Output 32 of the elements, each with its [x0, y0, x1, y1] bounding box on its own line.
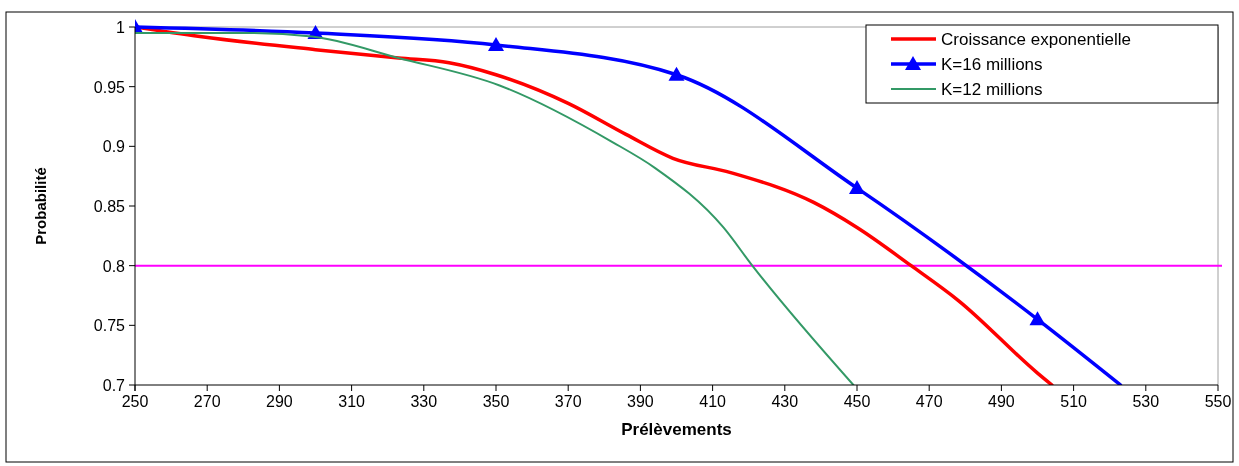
x-tick-label: 350 — [482, 393, 510, 410]
x-tick-label: 410 — [699, 393, 727, 410]
legend-label: K=16 millions — [941, 55, 1043, 74]
x-tick-label: 290 — [266, 393, 293, 410]
point — [1029, 311, 1046, 326]
point — [488, 36, 504, 51]
y-tick-label: 0.85 — [93, 198, 126, 215]
point — [668, 66, 685, 81]
x-tick-label: 250 — [121, 393, 149, 410]
x-tick-label: 430 — [771, 393, 799, 410]
x-tick-label: 270 — [193, 393, 221, 410]
x-tick-label: 510 — [1060, 393, 1088, 410]
x-tick-label: 470 — [915, 393, 943, 410]
x-tick-label: 370 — [554, 393, 582, 410]
legend-label: K=12 millions — [941, 80, 1043, 99]
y-tick-label: 0.7 — [102, 377, 126, 394]
x-axis-title: Prélèvements — [621, 420, 732, 439]
x-tick-label: 390 — [627, 393, 654, 410]
y-tick-label: 0.75 — [93, 317, 126, 335]
y-tick-label: 0.9 — [102, 138, 126, 156]
point — [849, 180, 865, 195]
legend-label: Croissance exponentielle — [941, 30, 1131, 49]
y-tick-label: 1 — [116, 19, 126, 36]
x-tick-label: 450 — [843, 393, 871, 410]
y-axis-title: Probabilité — [32, 167, 49, 245]
x-tick-label: 530 — [1132, 393, 1160, 410]
x-tick-label: 330 — [410, 393, 438, 410]
x-tick-label: 490 — [988, 393, 1015, 410]
x-tick-label: 550 — [1204, 393, 1232, 410]
y-tick-label: 0.8 — [102, 257, 126, 275]
x-tick-label: 310 — [338, 393, 366, 410]
y-tick-label: 0.95 — [93, 78, 126, 96]
